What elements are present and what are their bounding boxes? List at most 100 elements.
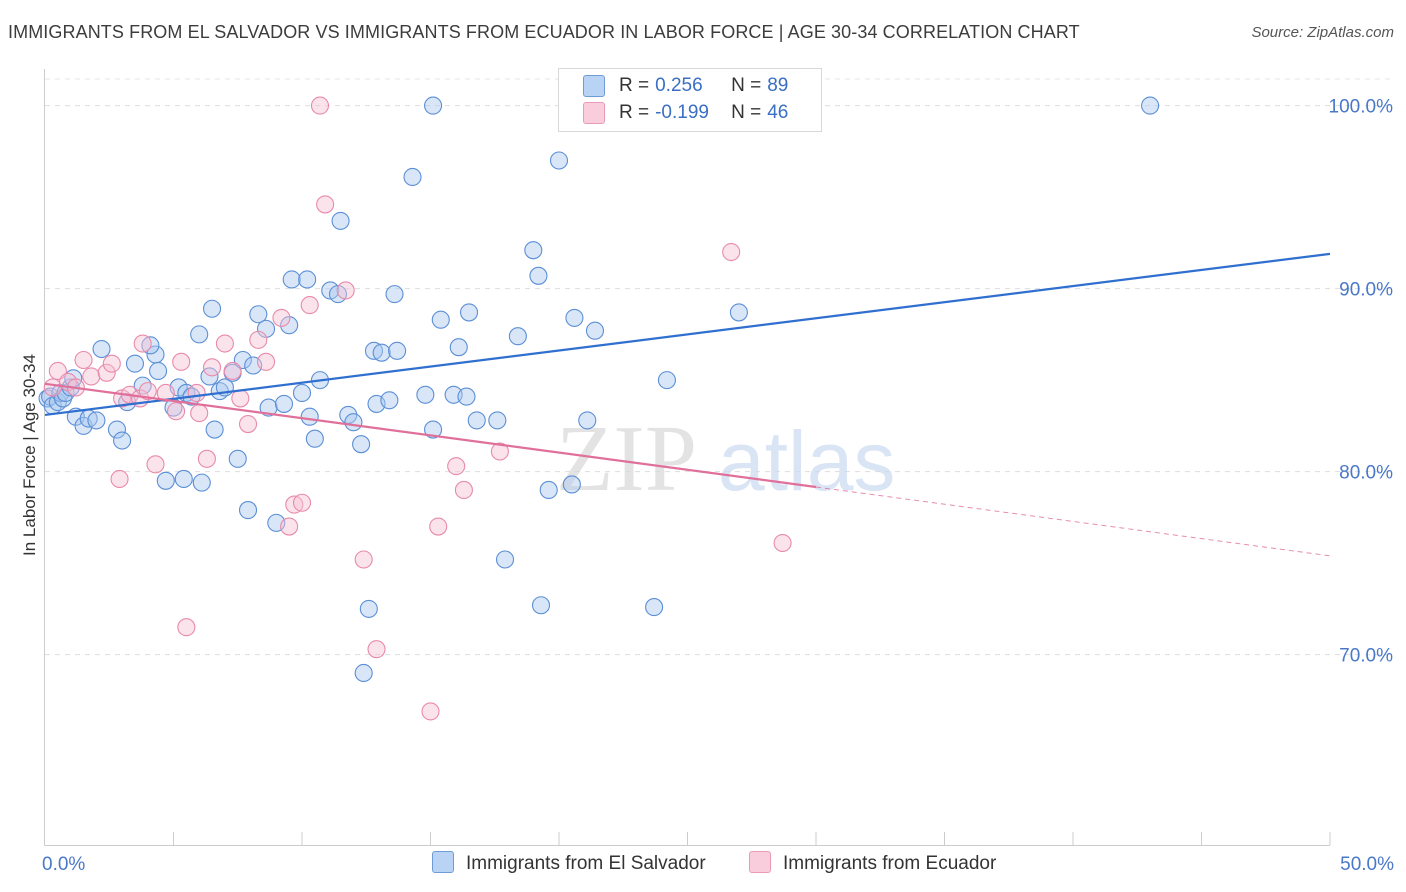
trend-line-extension-ecuador [815,486,1331,557]
data-point-ecuador [285,495,304,514]
data-point-salvador [305,429,324,448]
data-point-ecuador [421,702,440,721]
data-point-salvador [259,398,278,417]
data-point-ecuador [203,358,222,377]
data-point-ecuador [249,330,268,349]
data-point-salvador [531,596,551,615]
data-point-salvador [403,167,422,187]
data-point-ecuador [367,640,386,659]
data-point-salvador [1141,96,1160,115]
data-point-salvador [385,285,404,304]
data-points [38,96,1160,721]
data-point-ecuador [272,308,291,327]
data-point-salvador [87,411,106,430]
legend-n-label: N = [731,75,762,97]
data-point-salvador [300,407,319,426]
data-point-salvador [529,266,548,285]
data-point-salvador [578,411,597,430]
data-point-ecuador [146,455,165,474]
tick-labels: 70.0% 80.0% 90.0% 100.0% 0.0% 50.0% [42,97,1394,875]
legend-n-value-salvador: 89 [767,75,789,97]
data-point-salvador [562,475,581,494]
data-point-salvador [141,336,160,355]
data-point-salvador [280,316,299,335]
data-point-salvador [459,303,479,322]
data-point-ecuador [223,361,242,381]
data-point-salvador [565,308,584,327]
data-point-salvador [424,420,443,439]
data-point-salvador [125,354,144,373]
bottom-legend-ecuador: Immigrants from Ecuador [749,851,996,875]
data-point-salvador [344,413,363,432]
data-point-salvador [292,383,312,402]
bottom-legend-label-ecuador: Immigrants from Ecuador [783,853,997,874]
data-point-ecuador [172,352,191,371]
data-point-ecuador [133,334,152,353]
data-point-ecuador [82,367,101,386]
data-point-ecuador [454,480,473,499]
legend-row-ecuador: R = -0.199 N = 46 [583,102,788,126]
data-point-salvador [372,343,391,362]
data-point-salvador [192,473,211,492]
data-point-salvador [274,394,294,413]
data-point-salvador [657,371,676,390]
data-point-salvador [203,299,222,318]
data-point-salvador [457,387,476,406]
data-point-salvador [205,420,224,439]
y-tick-label: 100.0% [1329,97,1394,118]
data-point-salvador [539,480,558,499]
y-axis-label: In Labor Force | Age 30-34 [20,354,39,556]
data-point-ecuador [187,383,206,402]
legend-r-value-salvador: 0.256 [655,75,703,97]
watermark-atlas: atlas [718,414,895,508]
data-point-salvador [238,501,258,520]
data-point-salvador [190,325,209,344]
data-point-salvador [380,391,399,410]
data-point-ecuador [167,402,186,421]
data-point-salvador [449,338,468,357]
data-point-salvador [388,341,407,360]
y-tick-label: 70.0% [1339,646,1393,667]
data-point-ecuador [316,195,335,214]
data-point-ecuador [722,242,741,262]
trend-line-ecuador [44,382,817,489]
data-point-ecuador [280,517,299,536]
data-point-ecuador [773,533,792,553]
data-point-salvador [431,310,450,329]
data-point-ecuador [447,457,466,476]
y-tick-label: 80.0% [1339,463,1393,484]
data-point-salvador [729,303,748,322]
axes [44,69,1331,846]
bottom-legend-swatch-salvador [432,851,454,873]
legend-n-value-ecuador: 46 [767,102,789,124]
data-point-salvador [416,385,435,404]
data-point-salvador [495,550,515,569]
data-point-ecuador [300,296,319,315]
data-point-salvador [113,431,132,450]
source-label: Source: ZipAtlas.com [1251,24,1394,41]
data-point-salvador [249,305,268,324]
data-point-ecuador [256,352,276,371]
data-point-ecuador [74,350,93,370]
data-point-salvador [467,411,486,430]
data-point-salvador [149,361,168,381]
data-point-ecuador [429,517,448,536]
legend-r-value-ecuador: -0.199 [655,102,709,124]
data-point-ecuador [138,382,157,401]
bottom-legend-swatch-ecuador [749,851,771,873]
data-point-salvador [508,327,527,346]
data-point-ecuador [490,442,509,461]
data-point-salvador [282,270,301,289]
data-point-salvador [298,270,317,289]
data-point-ecuador [354,550,373,569]
data-point-ecuador [43,378,62,397]
data-point-ecuador [177,618,196,637]
x-tick-label: 0.0% [42,854,85,875]
watermark-zip: ZIP [556,407,697,511]
data-point-ecuador [97,363,116,382]
legend: R = 0.256 N = 89 R = -0.199 N = 46 [558,68,822,132]
data-point-ecuador [215,334,234,353]
data-point-salvador [524,241,543,260]
data-point-salvador [645,598,664,617]
